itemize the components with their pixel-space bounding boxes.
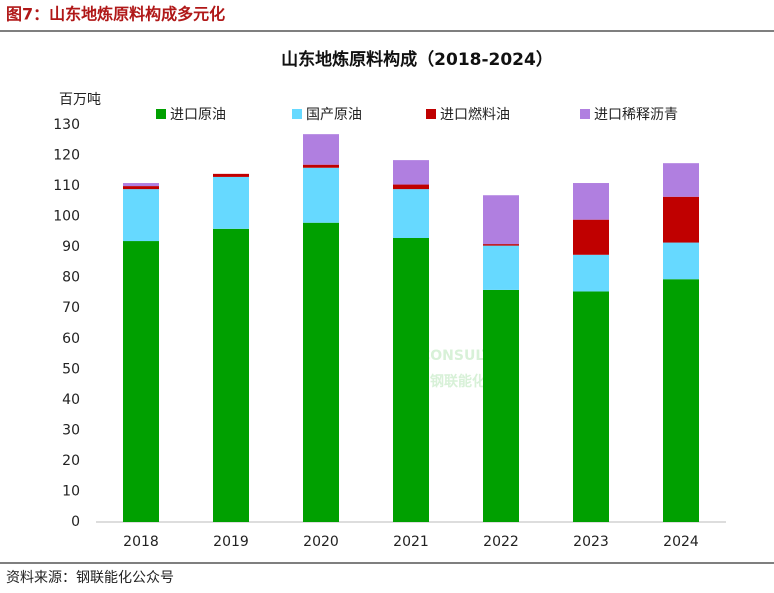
- x-tick-label: 2019: [213, 534, 249, 550]
- x-tick-label: 2023: [573, 534, 609, 550]
- y-tick-label: 10: [62, 483, 80, 499]
- bar-segment: [393, 189, 429, 238]
- y-tick-label: 0: [71, 514, 80, 530]
- watermark: 钢联能化: [430, 373, 486, 390]
- bar-segment: [213, 176, 249, 229]
- y-tick-label: 20: [62, 453, 80, 469]
- source: 资料来源：钢联能化公众号: [6, 570, 174, 586]
- bar-segment: [303, 167, 339, 223]
- legend-swatch: [156, 109, 166, 119]
- chart-title: 山东地炼原料构成（2018-2024）: [281, 49, 553, 70]
- y-tick-label: 120: [53, 148, 80, 164]
- y-tick-label: 90: [62, 239, 80, 255]
- bar-segment: [663, 196, 699, 243]
- bar-segment: [483, 195, 519, 245]
- bar-segment: [573, 291, 609, 522]
- y-tick-label: 130: [53, 117, 80, 133]
- legend-swatch: [426, 109, 436, 119]
- bar-segment: [303, 164, 339, 168]
- y-axis-label: 百万吨: [59, 92, 101, 108]
- bar-segment: [663, 242, 699, 280]
- bar-segment: [213, 173, 249, 177]
- bar-segment: [393, 160, 429, 185]
- bar-segment: [303, 134, 339, 165]
- bar-segment: [303, 222, 339, 522]
- y-tick-label: 50: [62, 361, 80, 377]
- bar-segment: [663, 279, 699, 522]
- bar-segment: [393, 184, 429, 190]
- bar-segment: [483, 245, 519, 290]
- legend-swatch: [292, 109, 302, 119]
- y-tick-label: 40: [62, 392, 80, 408]
- bar-segment: [123, 241, 159, 523]
- bar-segment: [663, 163, 699, 197]
- bar-segment: [573, 219, 609, 255]
- y-tick-label: 70: [62, 300, 80, 316]
- x-tick-label: 2020: [303, 534, 339, 550]
- y-tick-label: 110: [53, 178, 80, 194]
- figure-title: 图7：山东地炼原料构成多元化: [6, 5, 225, 24]
- bar-segment: [483, 244, 519, 246]
- bar-segment: [483, 289, 519, 522]
- legend-label: 国产原油: [306, 107, 362, 123]
- y-tick-label: 80: [62, 270, 80, 286]
- bar-segment: [123, 183, 159, 187]
- bar-segment: [123, 189, 159, 242]
- bar-segment: [123, 186, 159, 190]
- bar-segment: [573, 183, 609, 220]
- legend-label: 进口原油: [170, 107, 226, 123]
- x-tick-label: 2024: [663, 534, 699, 550]
- x-tick-label: 2021: [393, 534, 429, 550]
- legend-swatch: [580, 109, 590, 119]
- y-tick-label: 60: [62, 331, 80, 347]
- y-tick-label: 30: [62, 422, 80, 438]
- legend-label: 进口稀释沥青: [594, 107, 678, 123]
- legend-label: 进口燃料油: [440, 106, 510, 123]
- bar-segment: [573, 254, 609, 292]
- bar-segment: [213, 228, 249, 523]
- bar-segment: [393, 237, 429, 522]
- x-tick-label: 2022: [483, 534, 519, 550]
- y-tick-label: 100: [53, 209, 80, 225]
- x-tick-label: 2018: [123, 534, 159, 550]
